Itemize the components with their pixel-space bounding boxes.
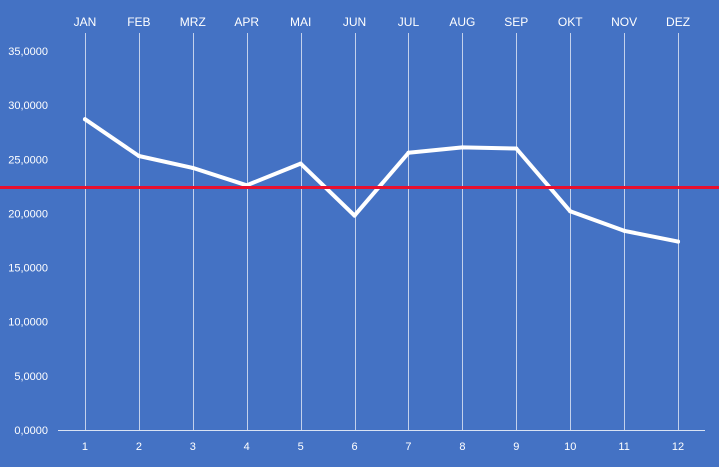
x-tick-label: 9 [513, 441, 519, 453]
data-point [406, 150, 411, 155]
data-point [136, 154, 141, 159]
x-tick-label: 1 [82, 441, 88, 453]
x-tick-label: 3 [190, 441, 196, 453]
y-tick-label: 20,0000 [8, 208, 48, 220]
y-tick-label: 15,0000 [8, 263, 48, 275]
x-axis-tick-labels: 1 2 3 4 5 6 7 8 9 10 11 12 [82, 441, 684, 453]
data-point [190, 165, 195, 170]
data-point [622, 228, 627, 233]
x-tick-label: 8 [459, 441, 465, 453]
x-tick-label: 7 [405, 441, 411, 453]
month-label: JUL [398, 15, 420, 29]
y-tick-label: 35,0000 [8, 46, 48, 58]
month-label: SEP [504, 15, 528, 29]
month-label: DEZ [666, 15, 690, 29]
y-tick-label: 0,0000 [14, 425, 48, 437]
series-line [83, 117, 680, 244]
data-point [460, 145, 465, 150]
y-axis-tick-labels: 0,0000 5,0000 10,0000 15,0000 20,0000 25,0000… [8, 46, 48, 437]
grid-lines [85, 33, 679, 430]
data-point [514, 146, 519, 151]
data-point [352, 213, 357, 218]
month-label: AUG [449, 15, 475, 29]
month-label: MAI [290, 15, 311, 29]
month-label: APR [234, 15, 259, 29]
month-label: FEB [127, 15, 150, 29]
x-tick-label: 12 [672, 441, 684, 453]
data-point [82, 117, 87, 122]
month-label: OKT [558, 15, 583, 29]
month-labels: JAN FEB MRZ APR MAI JUN JUL AUG SEP OKT NOV DEZ [74, 15, 690, 29]
x-tick-label: 6 [351, 441, 357, 453]
month-label: JAN [74, 15, 97, 29]
month-label: NOV [611, 15, 637, 29]
month-label: MRZ [180, 15, 206, 29]
data-point [676, 239, 681, 244]
y-tick-label: 5,0000 [14, 371, 48, 383]
x-tick-label: 2 [136, 441, 142, 453]
x-tick-label: 10 [564, 441, 576, 453]
x-tick-label: 4 [244, 441, 250, 453]
data-point [298, 161, 303, 166]
y-tick-label: 25,0000 [8, 154, 48, 166]
x-tick-label: 11 [618, 441, 629, 453]
data-point [568, 209, 573, 214]
y-tick-label: 30,0000 [8, 100, 48, 112]
y-tick-label: 10,0000 [8, 317, 48, 329]
x-tick-label: 5 [298, 441, 304, 453]
month-label: JUN [343, 15, 366, 29]
